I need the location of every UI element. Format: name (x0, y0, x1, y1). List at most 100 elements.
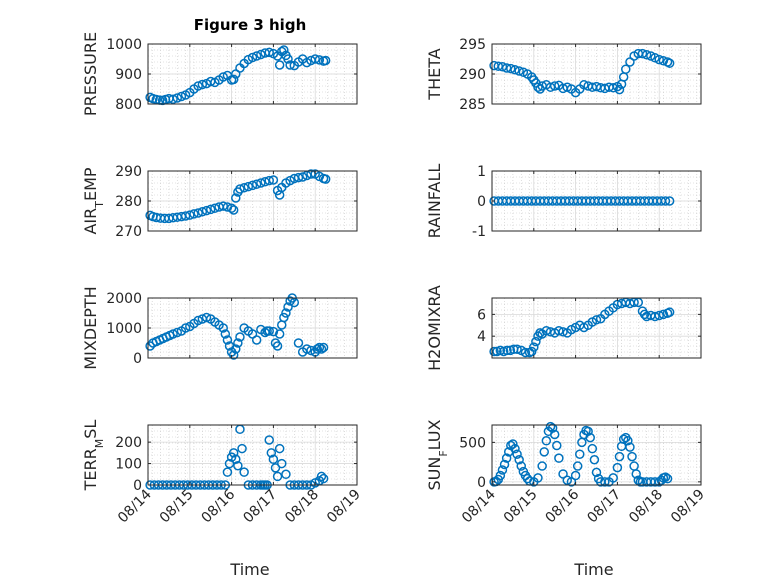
data-point (256, 178, 266, 188)
data-point (237, 443, 247, 454)
subplot-2: 285 290 295 THETA (425, 37, 702, 113)
data-point (264, 435, 274, 445)
data-point (302, 344, 312, 354)
x-axis-label-left: Time (229, 560, 269, 579)
y-tick-label: 0 (133, 351, 142, 367)
y-tick-label: 4 (477, 329, 486, 345)
data-point (306, 345, 316, 356)
axes-box (147, 424, 358, 486)
data-point (501, 453, 512, 463)
data-point (256, 49, 266, 60)
data-point (583, 426, 593, 437)
y-tick-label: 800 (115, 97, 142, 113)
data-point (587, 443, 598, 454)
figure-title: Figure 3 high (194, 16, 307, 34)
subplot-1: 800 900 1000 PRESSURE (81, 32, 358, 116)
data-point (272, 471, 283, 482)
data-point (623, 436, 633, 446)
data-point (585, 432, 595, 443)
data-point (197, 207, 208, 217)
data-point (312, 344, 323, 354)
data-point (631, 469, 641, 479)
data-point (570, 470, 581, 481)
data-point (180, 211, 191, 221)
data-point (549, 81, 560, 91)
data-point (268, 326, 279, 337)
y-tick-label: 500 (459, 435, 486, 451)
data-point (314, 342, 325, 353)
data-point (145, 341, 155, 351)
x-axis-label-right: Time (573, 560, 613, 579)
data-point (235, 184, 245, 194)
y-tick-label: 295 (459, 37, 486, 53)
data-point (612, 462, 623, 473)
data-point (562, 475, 572, 486)
data-point (228, 74, 239, 85)
data-point (529, 342, 539, 352)
data-point (662, 473, 673, 484)
data-point (608, 83, 618, 93)
data-point (541, 325, 552, 336)
data-point (552, 440, 562, 451)
data-point (218, 201, 228, 211)
data-point (541, 436, 552, 446)
data-point (228, 350, 239, 360)
data-point (272, 341, 283, 351)
data-point (231, 344, 241, 354)
data-point (510, 443, 520, 454)
data-point (193, 315, 203, 326)
data-point (201, 312, 212, 323)
data-point (531, 336, 541, 347)
y-tick-label: 900 (115, 67, 142, 83)
data-point (274, 329, 285, 339)
data-point (285, 60, 295, 70)
data-point (572, 461, 583, 471)
data-point (658, 56, 669, 66)
y-tick-label: 270 (115, 224, 142, 240)
data-point (316, 471, 327, 482)
data-point (637, 48, 648, 59)
data-point (264, 175, 274, 186)
data-point (554, 325, 564, 336)
data-point (625, 442, 635, 452)
data-point (201, 205, 212, 216)
data-point (233, 338, 243, 348)
data-point (243, 181, 254, 192)
data-point (508, 439, 518, 449)
data-point (310, 54, 320, 64)
data-point (314, 55, 325, 65)
axes-box (491, 297, 702, 359)
data-point (172, 327, 183, 338)
data-point (228, 205, 239, 215)
data-point (189, 209, 199, 219)
data-point (512, 344, 522, 355)
data-point (185, 210, 195, 220)
data-point (251, 335, 262, 345)
data-point (168, 329, 178, 339)
y-axis-label: PRESSURE (81, 32, 100, 116)
y-axis-label-main: AIR (81, 208, 100, 235)
data-point (575, 449, 585, 459)
data-point (591, 467, 602, 478)
data-point (545, 421, 556, 432)
data-point (180, 323, 191, 333)
data-point (600, 477, 610, 487)
y-tick-label: 290 (115, 164, 142, 180)
data-point (239, 183, 249, 193)
subplot-3: 270 280 290 AIRTEMP (81, 164, 358, 240)
y-axis-label: MIXDEPTH (81, 286, 100, 369)
y-axis-label: RAINFALL (425, 164, 444, 239)
subplot-4: -1 0 1 RAINFALL (425, 164, 702, 240)
subplot-5: 0 1000 2000 MIXDEPTH (81, 286, 358, 370)
y-axis-label: AIRTEMP (81, 167, 106, 234)
data-point (533, 82, 543, 92)
data-point (654, 54, 664, 65)
data-point (283, 302, 293, 312)
data-point (224, 458, 235, 469)
data-point (218, 323, 228, 333)
data-point (514, 454, 524, 465)
data-point (658, 309, 669, 320)
y-axis-label-rest: SL (81, 420, 100, 439)
axes-box (491, 424, 702, 486)
data-point (251, 51, 262, 61)
